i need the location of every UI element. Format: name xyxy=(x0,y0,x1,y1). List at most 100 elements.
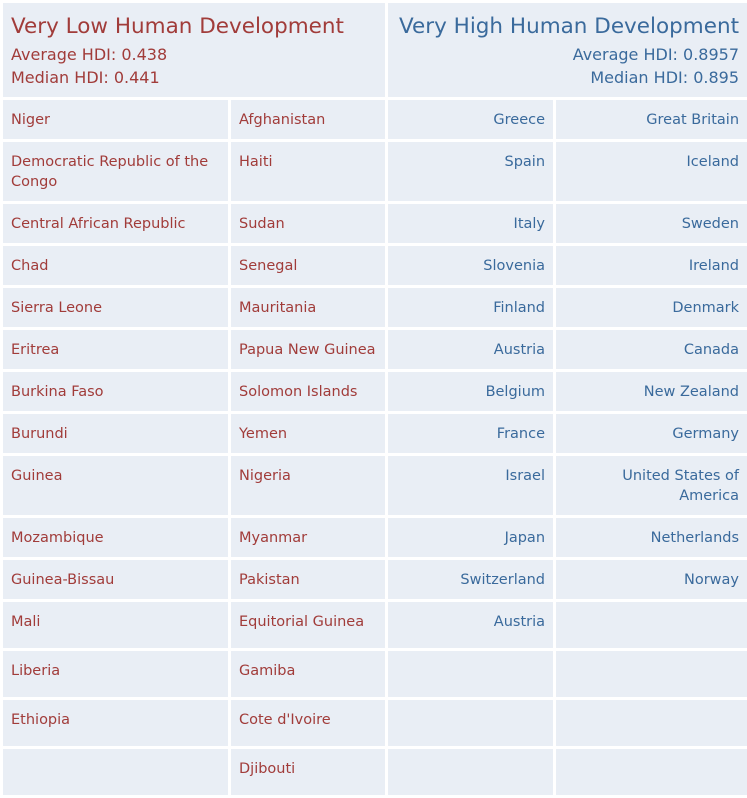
country-name: New Zealand xyxy=(564,372,739,411)
country-name: Papua New Guinea xyxy=(239,330,377,369)
country-name: Mozambique xyxy=(11,518,220,557)
country-name xyxy=(564,749,739,768)
low-country-cell: Eritrea xyxy=(2,329,230,371)
country-name: Norway xyxy=(564,560,739,599)
low-title: Very Low Human Development xyxy=(11,13,377,41)
country-name xyxy=(396,651,545,670)
country-name: Haiti xyxy=(239,142,377,181)
low-country-cell: Guinea-Bissau xyxy=(2,559,230,601)
country-name: Democratic Republic of the Congo xyxy=(11,142,220,201)
low-country-cell: Myanmar xyxy=(230,517,387,559)
country-name: Denmark xyxy=(564,288,739,327)
low-median: Median HDI: 0.441 xyxy=(11,66,377,89)
country-name: Israel xyxy=(396,456,545,495)
low-country-cell: Mauritania xyxy=(230,287,387,329)
country-name: Mali xyxy=(11,602,220,641)
country-name: Spain xyxy=(396,142,545,181)
country-name xyxy=(396,749,545,768)
country-name: Sweden xyxy=(564,204,739,243)
high-country-cell: Switzerland xyxy=(387,559,555,601)
low-country-cell: Burundi xyxy=(2,413,230,455)
low-country-cell: Equitorial Guinea xyxy=(230,601,387,650)
high-country-cell: Great Britain xyxy=(555,99,747,141)
high-country-cell: Japan xyxy=(387,517,555,559)
high-country-cell: Germany xyxy=(555,413,747,455)
country-name: Slovenia xyxy=(396,246,545,285)
high-country-cell: Greece xyxy=(387,99,555,141)
country-name xyxy=(564,700,739,719)
high-country-cell xyxy=(555,601,747,650)
country-name: Burkina Faso xyxy=(11,372,220,411)
high-title: Very High Human Development xyxy=(396,13,739,41)
country-name: Sierra Leone xyxy=(11,288,220,327)
country-name xyxy=(11,749,220,768)
country-name: Cote d'Ivoire xyxy=(239,700,377,739)
low-country-cell: Afghanistan xyxy=(230,99,387,141)
table-row: Djibouti xyxy=(2,748,747,797)
high-country-cell xyxy=(387,748,555,797)
low-country-cell: Sudan xyxy=(230,203,387,245)
high-median: Median HDI: 0.895 xyxy=(396,66,739,89)
high-country-cell: Sweden xyxy=(555,203,747,245)
country-name: Italy xyxy=(396,204,545,243)
high-country-cell: Canada xyxy=(555,329,747,371)
low-country-cell: Central African Republic xyxy=(2,203,230,245)
high-country-cell: Italy xyxy=(387,203,555,245)
low-country-cell: Senegal xyxy=(230,245,387,287)
country-name: Pakistan xyxy=(239,560,377,599)
country-name: Senegal xyxy=(239,246,377,285)
high-country-cell: Iceland xyxy=(555,141,747,203)
country-name: Sudan xyxy=(239,204,377,243)
country-name xyxy=(564,651,739,670)
high-country-cell: New Zealand xyxy=(555,371,747,413)
country-name: Ethiopia xyxy=(11,700,220,739)
table-row: Chad Senegal Slovenia Ireland xyxy=(2,245,747,287)
country-name: Yemen xyxy=(239,414,377,453)
low-country-cell: Haiti xyxy=(230,141,387,203)
high-country-cell: Finland xyxy=(387,287,555,329)
low-header-cell: Very Low Human Development Average HDI: … xyxy=(2,2,387,99)
country-name: Chad xyxy=(11,246,220,285)
high-country-cell: Ireland xyxy=(555,245,747,287)
country-name: Canada xyxy=(564,330,739,369)
country-name: Austria xyxy=(396,330,545,369)
country-name: Netherlands xyxy=(564,518,739,557)
country-name: Greece xyxy=(396,100,545,139)
country-name: Great Britain xyxy=(564,100,739,139)
low-country-cell: Gamiba xyxy=(230,650,387,699)
high-header-cell: Very High Human Development Average HDI:… xyxy=(387,2,747,99)
high-country-cell: Slovenia xyxy=(387,245,555,287)
low-country-cell: Nigeria xyxy=(230,455,387,517)
country-name: Myanmar xyxy=(239,518,377,557)
country-name: Niger xyxy=(11,100,220,139)
country-name: Central African Republic xyxy=(11,204,220,243)
high-country-cell: United States of America xyxy=(555,455,747,517)
country-name xyxy=(396,700,545,719)
low-country-cell: Liberia xyxy=(2,650,230,699)
low-country-cell: Chad xyxy=(2,245,230,287)
low-country-cell: Solomon Islands xyxy=(230,371,387,413)
country-name: Belgium xyxy=(396,372,545,411)
low-country-cell: Djibouti xyxy=(230,748,387,797)
country-name: Equitorial Guinea xyxy=(239,602,377,641)
low-country-cell: Burkina Faso xyxy=(2,371,230,413)
country-name: United States of America xyxy=(564,456,739,515)
country-name: Gamiba xyxy=(239,651,377,690)
low-country-cell: Mozambique xyxy=(2,517,230,559)
high-country-cell: Norway xyxy=(555,559,747,601)
high-country-cell: Netherlands xyxy=(555,517,747,559)
high-country-cell: Denmark xyxy=(555,287,747,329)
low-country-cell: Guinea xyxy=(2,455,230,517)
high-average: Average HDI: 0.8957 xyxy=(396,43,739,66)
low-average: Average HDI: 0.438 xyxy=(11,43,377,66)
table-row: Ethiopia Cote d'Ivoire xyxy=(2,699,747,748)
